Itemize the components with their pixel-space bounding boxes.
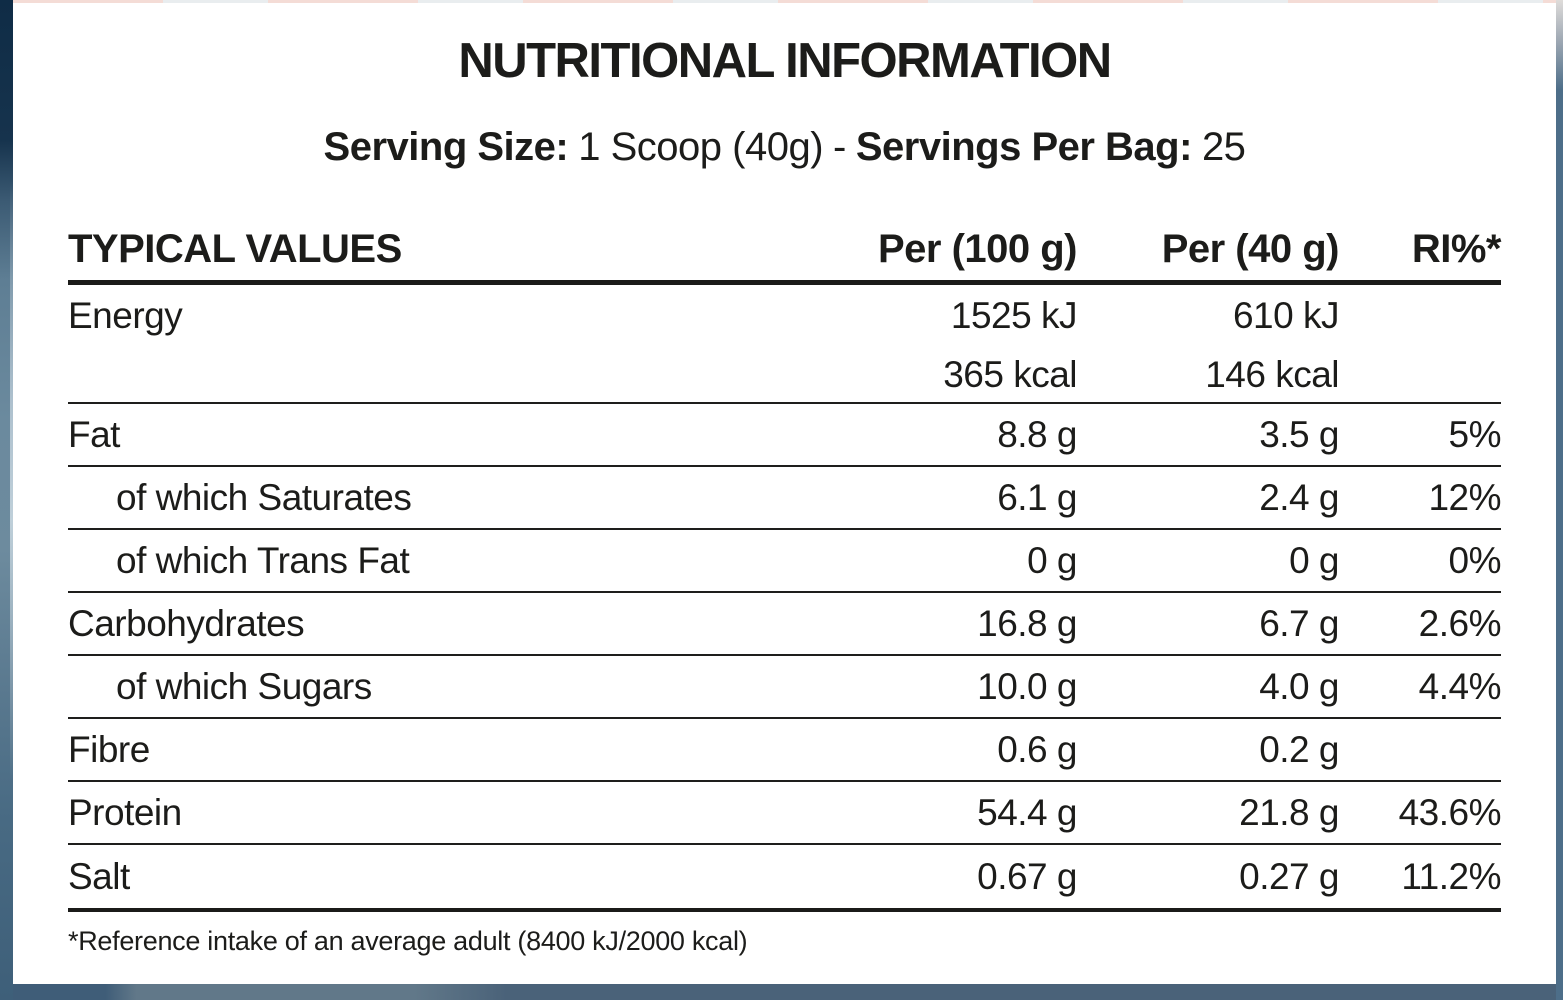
value-per-40g: 0 g [1289, 539, 1339, 581]
serving-size-label: Serving Size: [323, 125, 569, 170]
value-ri: 5% [1448, 413, 1502, 455]
package-edge-highlight [10, 0, 13, 1000]
value-per-100g: 365 kcal [943, 353, 1077, 395]
table-row-protein: Protein 54.4 g 21.8 g 43.6% [68, 782, 1502, 846]
table-header-row: TYPICAL VALUES Per (100 g) Per (40 g) RI… [68, 214, 1502, 286]
table-row-salt: Salt 0.67 g 0.27 g 11.2% [68, 845, 1502, 913]
value-ri: 2.6% [1418, 602, 1502, 644]
value-ri: 12% [1428, 476, 1501, 518]
row-label: Energy [68, 295, 183, 337]
header-ri-percent: RI%* [1411, 227, 1502, 272]
value-per-40g: 6.7 g [1259, 602, 1339, 644]
table-row-energy-kj: Energy 1525 kJ 610 kJ [68, 285, 1501, 347]
value-per-100g: 54.4 g [977, 791, 1077, 833]
table-row-fat: Fat 8.8 g 3.5 g 5% [68, 404, 1502, 468]
reference-intake-footnote: *Reference intake of an average adult (8… [68, 926, 748, 957]
value-ri: 43.6% [1398, 791, 1502, 833]
serving-info: Serving Size: 1 Scoop (40g) - Servings Per … [68, 125, 1501, 170]
row-label: of which Sugars [116, 665, 372, 707]
table-row-carbohydrates: Carbohydrates 16.8 g 6.7 g 2.6% [68, 593, 1502, 657]
serving-separator: - [833, 125, 846, 170]
package-right-edge [1556, 0, 1563, 1000]
value-per-100g: 0.6 g [997, 728, 1077, 770]
servings-per-bag-label: Servings Per Bag: [855, 125, 1193, 170]
value-per-100g: 6.1 g [997, 476, 1077, 518]
serving-size-value: 1 Scoop (40g) [578, 125, 824, 170]
value-per-100g: 0.67 g [977, 855, 1077, 897]
nutrition-table: TYPICAL VALUES Per (100 g) Per (40 g) RI… [68, 214, 1502, 957]
value-per-40g: 610 kJ [1232, 295, 1340, 337]
header-per-40g: Per (40 g) [1161, 227, 1340, 272]
page-title: NUTRITIONAL INFORMATION [458, 34, 1112, 88]
table-row-trans-fat: of which Trans Fat 0 g 0 g 0% [68, 530, 1502, 594]
table-row-fibre: Fibre 0.6 g 0.2 g [68, 719, 1501, 783]
value-per-100g: 0 g [1027, 539, 1077, 581]
value-ri: 0% [1448, 539, 1502, 581]
package-bottom-edge [13, 984, 1556, 1000]
value-per-100g: 8.8 g [997, 413, 1077, 455]
row-label: Carbohydrates [68, 602, 305, 644]
table-row-sugars: of which Sugars 10.0 g 4.0 g 4.4% [68, 656, 1502, 720]
table-row-energy-kcal: 365 kcal 146 kcal [68, 347, 1501, 405]
value-per-40g: 146 kcal [1205, 353, 1339, 395]
value-per-100g: 16.8 g [977, 602, 1077, 644]
row-label: Protein [68, 791, 182, 833]
label-panel: NUTRITIONAL INFORMATION Serving Size: 1 S… [13, 3, 1556, 984]
servings-per-bag-value: 25 [1201, 125, 1246, 170]
row-label: Salt [68, 855, 130, 897]
row-label: Fibre [68, 728, 150, 770]
row-label: of which Saturates [116, 476, 412, 518]
value-per-40g: 4.0 g [1259, 665, 1339, 707]
value-per-100g: 1525 kJ [950, 295, 1078, 337]
header-typical-values: TYPICAL VALUES [68, 227, 402, 272]
value-per-100g: 10.0 g [977, 665, 1077, 707]
row-label: Fat [68, 413, 120, 455]
package-top-edge [13, 0, 1556, 3]
package-left-edge [0, 0, 13, 1000]
value-ri: 4.4% [1418, 665, 1502, 707]
value-per-40g: 21.8 g [1239, 791, 1339, 833]
value-per-40g: 2.4 g [1259, 476, 1339, 518]
table-row-saturates: of which Saturates 6.1 g 2.4 g 12% [68, 467, 1502, 531]
value-per-40g: 0.2 g [1259, 728, 1339, 770]
value-per-40g: 3.5 g [1259, 413, 1339, 455]
value-per-40g: 0.27 g [1239, 855, 1339, 897]
value-ri: 11.2% [1401, 855, 1501, 897]
row-label: of which Trans Fat [116, 539, 410, 581]
header-per-100g: Per (100 g) [877, 227, 1078, 272]
